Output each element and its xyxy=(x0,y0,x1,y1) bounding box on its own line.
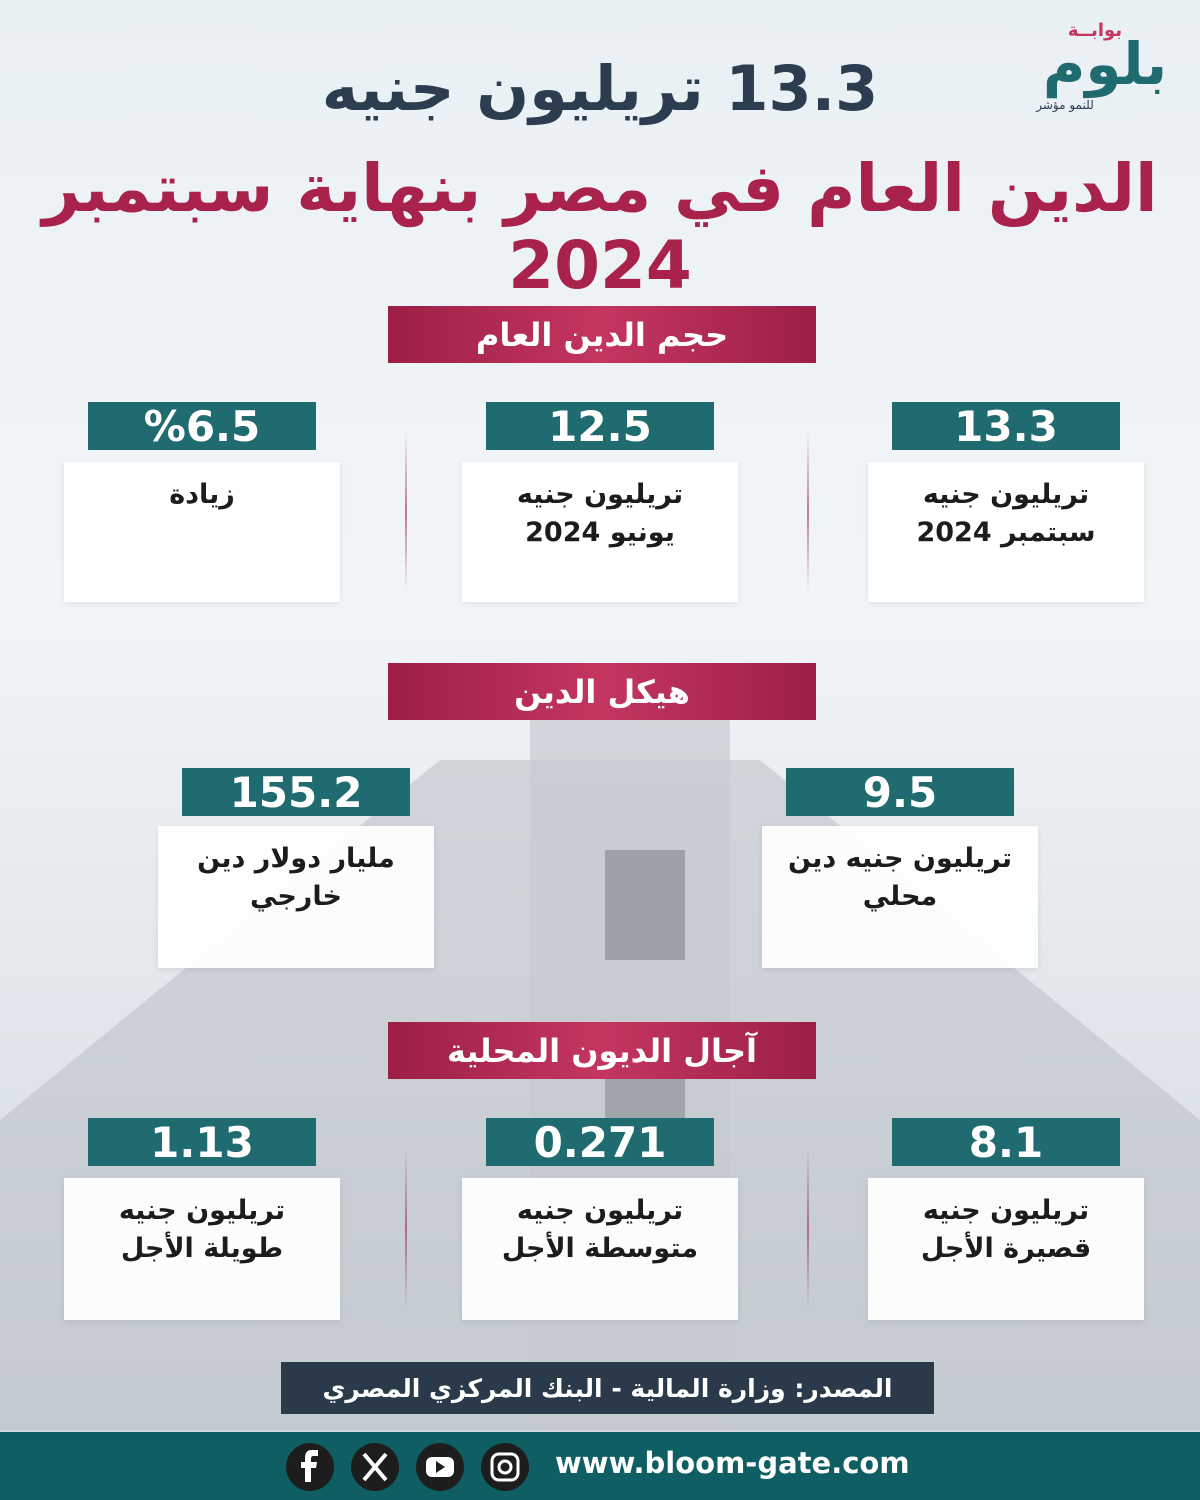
card-body: زيادة xyxy=(64,462,340,602)
logo-tagline: للنمو مؤشر xyxy=(1036,98,1094,112)
card-label: سبتمبر 2024 xyxy=(916,517,1096,548)
card-label: تريليون جنيه دين xyxy=(787,843,1013,874)
source: المصدر: وزارة المالية - البنك المركزي ال… xyxy=(281,1362,934,1414)
card-label: طويلة الأجل xyxy=(120,1233,284,1264)
card-label: تريليون جنيه xyxy=(516,1195,684,1226)
subtitle: الدين العام في مصر بنهاية سبتمبر 2024 xyxy=(42,150,1158,304)
card-label: زيادة xyxy=(169,479,235,510)
website: www.bloom-gate.com xyxy=(555,1446,910,1480)
footer xyxy=(0,1432,1200,1500)
section-heading: حجم الدين العام xyxy=(388,306,816,363)
x-icon[interactable] xyxy=(351,1443,399,1491)
divider xyxy=(405,1148,407,1310)
card-value: 13.3 xyxy=(892,402,1120,451)
card-body: تريليون جنيه دين محلي xyxy=(762,826,1038,968)
card-body: تريليون جنيه طويلة الأجل xyxy=(64,1178,340,1320)
card-label: خارجي xyxy=(250,881,342,912)
card-body: تريليون جنيه متوسطة الأجل xyxy=(462,1178,738,1320)
facebook-icon[interactable] xyxy=(286,1443,334,1491)
card-label: يونيو 2024 xyxy=(525,517,675,548)
divider xyxy=(807,432,809,592)
divider xyxy=(807,1148,809,1310)
card-label: تريليون جنيه xyxy=(516,479,684,510)
card-label: محلي xyxy=(862,881,938,912)
card-value: 12.5 xyxy=(486,402,714,451)
card-label: مليار دولار دين xyxy=(197,843,395,874)
card-value: 9.5 xyxy=(786,768,1014,817)
card-label: تريليون جنيه xyxy=(118,1195,286,1226)
card-value: 8.1 xyxy=(892,1118,1120,1167)
card-label: تريليون جنيه xyxy=(922,479,1090,510)
section-heading: هيكل الدين xyxy=(388,663,816,720)
card-body: مليار دولار دين خارجي xyxy=(158,826,434,968)
card-label: قصيرة الأجل xyxy=(920,1233,1092,1264)
card-value: 155.2 xyxy=(182,768,410,817)
logo-top: بوابــة xyxy=(1067,20,1123,41)
title: 13.3 تريليون جنيه xyxy=(321,52,879,125)
instagram-icon[interactable] xyxy=(481,1443,529,1491)
card-body: تريليون جنيه قصيرة الأجل xyxy=(868,1178,1144,1320)
card-body: تريليون جنيه سبتمبر 2024 xyxy=(868,462,1144,602)
social-icons xyxy=(286,1443,529,1491)
card-value: 0.271 xyxy=(486,1118,714,1167)
divider xyxy=(405,432,407,592)
section-heading: آجال الديون المحلية xyxy=(388,1022,816,1079)
card-label: متوسطة الأجل xyxy=(501,1233,699,1264)
card-value: %6.5 xyxy=(88,402,316,451)
card-body: تريليون جنيه يونيو 2024 xyxy=(462,462,738,602)
youtube-icon[interactable] xyxy=(416,1443,464,1491)
card-label: تريليون جنيه xyxy=(922,1195,1090,1226)
card-value: 1.13 xyxy=(88,1118,316,1167)
logo: بلوم xyxy=(1042,30,1168,98)
